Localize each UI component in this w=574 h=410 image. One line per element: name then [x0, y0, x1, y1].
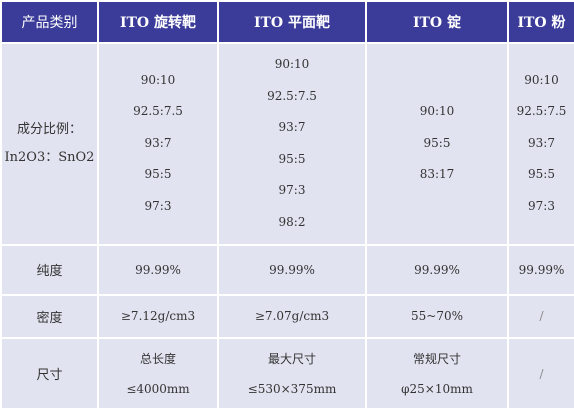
ratio-value: 83:17	[419, 167, 455, 182]
ratio-value: 95:5	[423, 135, 451, 150]
purity-ingot: 99.99%	[365, 243, 509, 296]
ratio-value: 92.5:7.5	[516, 104, 567, 119]
purity-row: 纯度 99.99% 99.99% 99.99% 99.99%	[0, 243, 574, 296]
purity-planar-target: 99.99%	[217, 243, 367, 296]
header-planar-target: ITO 平面靶	[217, 0, 367, 44]
density-rotary-target: ≥7.12g/cm3	[97, 293, 219, 340]
ratio-value: 92.5:7.5	[133, 104, 183, 119]
composition-ingot: 90:10 95:5 83:17	[365, 41, 509, 246]
size-row: 尺寸 总长度 ≤4000mm 最大尺寸 ≤530×375mm 常规尺寸 φ25×…	[0, 337, 574, 410]
header-row: 产品类别 ITO 旋转靶 ITO 平面靶 ITO 锭 ITO 粉	[0, 0, 574, 44]
purity-rotary-target: 99.99%	[97, 243, 219, 296]
ratio-value: 95:5	[278, 151, 306, 166]
composition-label-line2: In2O3：SnO2	[4, 149, 95, 165]
density-ingot: 55~70%	[365, 293, 509, 340]
ratio-value: 90:10	[140, 72, 176, 87]
ratio-value: 97:3	[528, 198, 555, 213]
composition-powder: 90:10 92.5:7.5 93:7 95:5 97:3	[507, 41, 574, 246]
header-ingot: ITO 锭	[365, 0, 509, 44]
composition-label-line1: 成分比例：	[16, 121, 82, 137]
ratio-value: 97:3	[144, 198, 172, 213]
ratio-value: 90:10	[419, 104, 455, 119]
ratio-value: 98:2	[278, 214, 306, 229]
size-value: φ25×10mm	[401, 381, 473, 396]
ratio-value: 93:7	[144, 135, 172, 150]
ratio-value: 92.5:7.5	[267, 88, 317, 103]
ratio-value: 95:5	[528, 167, 555, 182]
purity-label: 纯度	[0, 243, 99, 296]
size-value: ≤4000mm	[126, 381, 190, 396]
header-category: 产品类别	[0, 0, 99, 44]
header-rotary-target: ITO 旋转靶	[97, 0, 219, 44]
density-label: 密度	[0, 293, 99, 340]
composition-rotary-target: 90:10 92.5:7.5 93:7 95:5 97:3	[97, 41, 219, 246]
header-powder: ITO 粉	[507, 0, 574, 44]
size-caption: 常规尺寸	[412, 351, 461, 366]
size-rotary-target: 总长度 ≤4000mm	[97, 337, 219, 410]
size-caption: 最大尺寸	[267, 351, 316, 366]
size-ingot: 常规尺寸 φ25×10mm	[365, 337, 509, 410]
ratio-value: 93:7	[528, 135, 555, 150]
size-label: 尺寸	[0, 337, 99, 410]
ratio-value: 97:3	[278, 183, 306, 198]
composition-planar-target: 90:10 92.5:7.5 93:7 95:5 97:3 98:2	[217, 41, 367, 246]
density-planar-target: ≥7.07g/cm3	[217, 293, 367, 340]
purity-powder: 99.99%	[507, 243, 574, 296]
size-powder: /	[507, 337, 574, 410]
ratio-value: 93:7	[278, 120, 306, 135]
size-caption: 总长度	[139, 351, 176, 366]
ratio-value: 95:5	[144, 167, 172, 182]
ratio-value: 90:10	[274, 57, 310, 72]
size-value: ≤530×375mm	[247, 381, 337, 396]
density-powder: /	[507, 293, 574, 340]
density-row: 密度 ≥7.12g/cm3 ≥7.07g/cm3 55~70% /	[0, 293, 574, 340]
size-planar-target: 最大尺寸 ≤530×375mm	[217, 337, 367, 410]
composition-label: 成分比例： In2O3：SnO2	[0, 41, 99, 246]
composition-row: 成分比例： In2O3：SnO2 90:10 92.5:7.5 93:7 95:…	[0, 41, 574, 246]
ratio-value: 90:10	[524, 72, 559, 87]
